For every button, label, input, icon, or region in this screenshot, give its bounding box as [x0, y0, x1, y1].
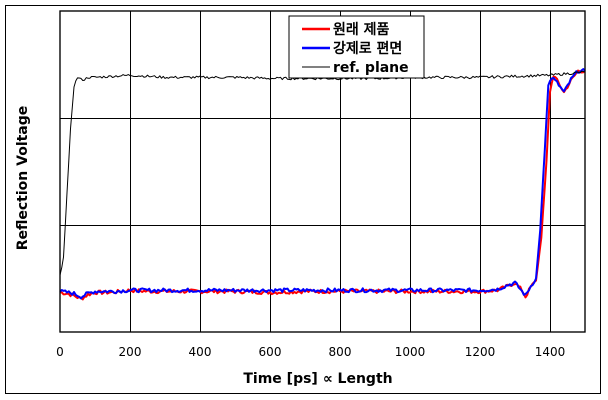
x-tick-label: 0 [56, 345, 64, 359]
x-tick-label: 400 [189, 345, 212, 359]
x-tick-label: 800 [329, 345, 352, 359]
x-tick-label: 1200 [465, 345, 496, 359]
x-tick-label: 600 [259, 345, 282, 359]
y-axis-title: Reflection Voltage [15, 106, 31, 251]
x-tick-label: 200 [119, 345, 142, 359]
x-tick-label: 1000 [395, 345, 426, 359]
series-line-1 [59, 68, 586, 300]
x-axis-title: Time [ps] ∝ Length [243, 371, 392, 387]
plot-border-top [59, 10, 586, 333]
legend-label: 강제로 편면 [333, 40, 402, 57]
legend-label: ref. plane [333, 60, 409, 76]
legend-label: 원래 제품 [333, 22, 390, 38]
x-tick-label: 1400 [535, 345, 566, 359]
x-axis-ticks: 0 200 400 600 800 1000 1200 1400 [56, 345, 565, 359]
